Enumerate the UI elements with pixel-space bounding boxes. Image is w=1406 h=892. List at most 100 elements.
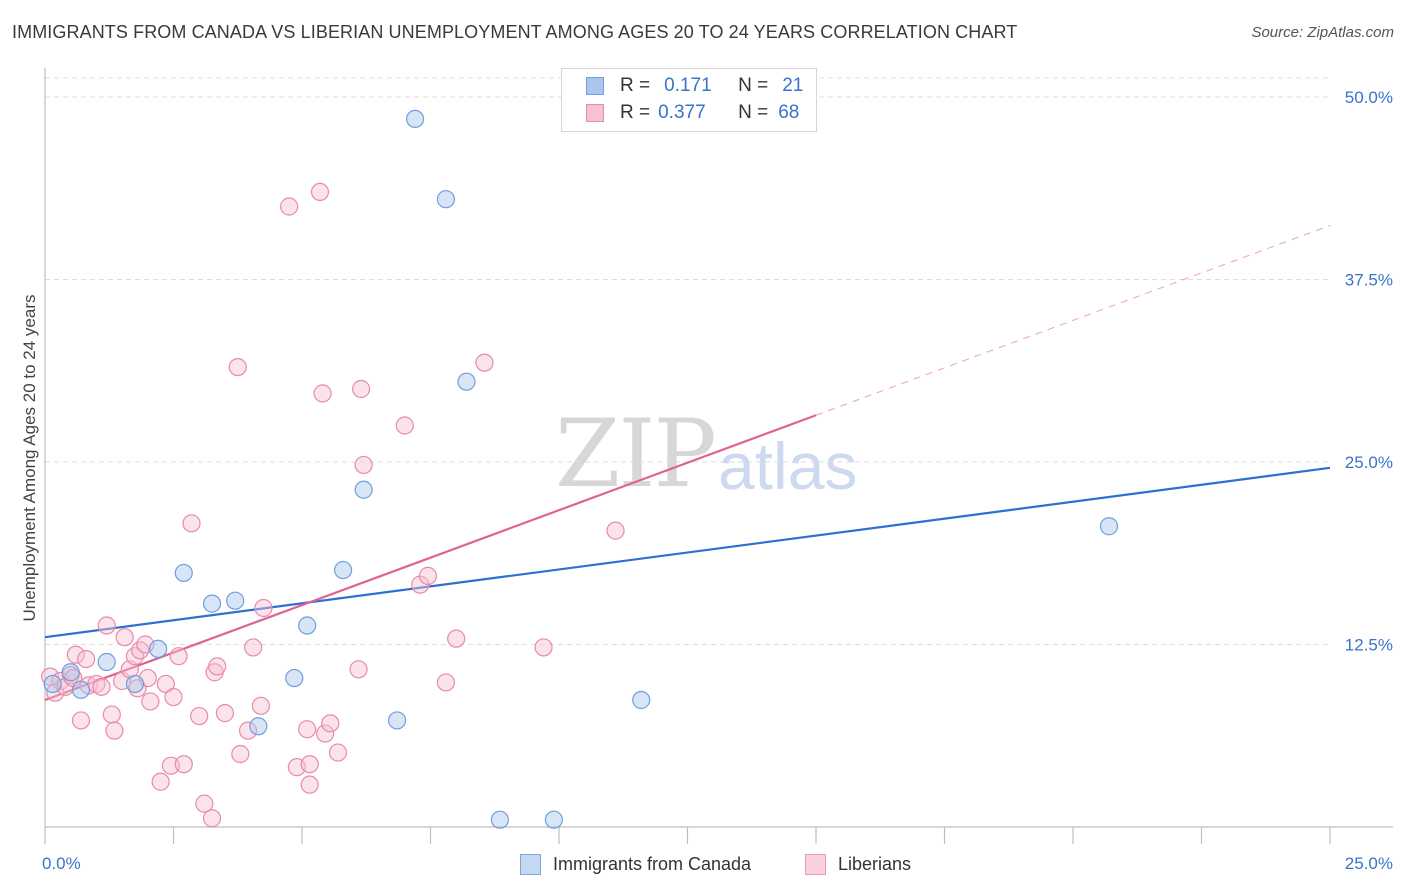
bottom-legend-swatch-canada (520, 853, 541, 875)
data-point-liberians (328, 743, 348, 762)
data-point-liberians (436, 673, 456, 692)
data-point-canada (334, 560, 353, 580)
data-point-liberians (115, 628, 134, 647)
data-point-canada (125, 674, 145, 694)
data-point-liberians (141, 692, 160, 711)
data-point-liberians (105, 721, 124, 740)
data-point-liberians (313, 384, 332, 403)
data-point-canada (285, 668, 304, 688)
data-point-liberians (280, 197, 299, 216)
bottom-legend-swatch-liberians (805, 853, 826, 875)
trend-line-extension (815, 225, 1331, 416)
data-point-liberians (190, 706, 209, 726)
data-point-liberians (228, 358, 247, 377)
data-point-canada (387, 711, 407, 730)
legend-n-label: N = (738, 75, 769, 96)
tick-labels: 12.5% 25.0% 37.5% 50.0% 0.0% 25.0% (42, 88, 1393, 873)
data-point-liberians (174, 755, 193, 774)
data-point-liberians (251, 696, 270, 715)
data-point-liberians (66, 645, 85, 664)
data-point-liberians (130, 641, 150, 660)
data-point-canada (249, 717, 268, 736)
y-axis-title: Unemployment Among Ages 20 to 24 years (20, 294, 39, 622)
y-tick-label: 50.0% (1345, 88, 1393, 107)
data-point-canada (202, 594, 222, 613)
data-point-liberians (300, 775, 319, 794)
trend-line-canada (44, 466, 1331, 639)
legend-r-label: R = (620, 75, 651, 96)
y-tick-label: 25.0% (1345, 453, 1393, 472)
data-point-liberians (202, 809, 222, 828)
data-point-liberians (534, 638, 553, 657)
data-point-liberians (321, 714, 340, 733)
data-point-liberians (102, 705, 121, 724)
legend-r-value: 0.171 (664, 75, 712, 96)
legend-r-value: 0.377 (658, 102, 706, 123)
data-point-canada (457, 372, 476, 391)
data-point-liberians (97, 616, 116, 635)
data-point-liberians (354, 455, 373, 475)
data-point-canada (632, 690, 651, 710)
data-point-liberians (215, 704, 234, 723)
watermark-zip: ZIP (555, 400, 717, 509)
data-points (41, 109, 1119, 829)
data-point-liberians (606, 521, 625, 540)
x-tick-label: 0.0% (42, 854, 81, 873)
data-point-liberians (300, 755, 319, 774)
watermark-atlas: atlas (718, 429, 858, 503)
trend-line-liberians (44, 414, 817, 702)
data-point-liberians (395, 416, 414, 435)
legend-swatch-liberians (586, 104, 604, 122)
data-point-canada (1099, 517, 1119, 536)
data-point-canada (298, 616, 317, 635)
data-point-canada (43, 674, 62, 694)
y-tick-label: 12.5% (1345, 636, 1393, 655)
data-point-liberians (244, 638, 263, 657)
legend-n-value: 68 (778, 102, 800, 123)
legend-swatch-canada (586, 77, 604, 95)
data-point-liberians (238, 721, 258, 740)
bottom-legend-canada: Immigrants from Canada (520, 852, 751, 876)
data-point-canada (148, 639, 168, 658)
bottom-legend-liberians: Liberians (805, 852, 911, 876)
legend-n-label: N = (738, 102, 769, 123)
axes (44, 68, 1393, 844)
legend-r-label: R = (620, 102, 651, 123)
legend-row-liberians: R = 0.377 N = 68 (586, 101, 799, 125)
data-point-liberians (164, 687, 183, 707)
data-point-liberians (41, 667, 60, 686)
data-point-canada (174, 563, 193, 583)
y-tick-label: 37.5% (1345, 271, 1393, 290)
x-tick-label: 25.0% (1345, 854, 1393, 873)
data-point-liberians (316, 724, 335, 743)
data-point-canada (490, 810, 509, 829)
bottom-legend-label-canada: Immigrants from Canada (553, 853, 752, 874)
data-point-liberians (169, 647, 188, 666)
data-point-canada (405, 109, 425, 129)
data-point-canada (436, 190, 456, 209)
chart-title: IMMIGRANTS FROM CANADA VS LIBERIAN UNEMP… (12, 22, 1018, 42)
data-point-liberians (254, 598, 273, 618)
data-point-liberians (310, 182, 330, 201)
data-point-liberians (195, 794, 214, 813)
data-point-liberians (182, 514, 201, 533)
data-point-canada (97, 652, 116, 672)
data-point-liberians (298, 720, 317, 739)
data-point-liberians (352, 379, 371, 399)
data-point-canada (71, 680, 91, 699)
data-point-liberians (125, 647, 145, 666)
data-point-canada (226, 591, 245, 610)
data-point-liberians (92, 677, 111, 696)
legend: R = 0.171 N = 21 R = 0.377 N = 68 (561, 68, 817, 132)
bottom-legend-label-liberians: Liberians (838, 853, 912, 874)
data-point-canada (354, 480, 373, 499)
data-point-liberians (475, 353, 494, 372)
data-point-liberians (208, 657, 227, 676)
data-point-liberians (349, 660, 368, 679)
data-point-liberians (151, 772, 170, 791)
data-point-liberians (77, 649, 96, 669)
legend-n-value: 21 (782, 75, 804, 96)
data-point-liberians (418, 566, 438, 585)
data-point-liberians (71, 711, 91, 730)
